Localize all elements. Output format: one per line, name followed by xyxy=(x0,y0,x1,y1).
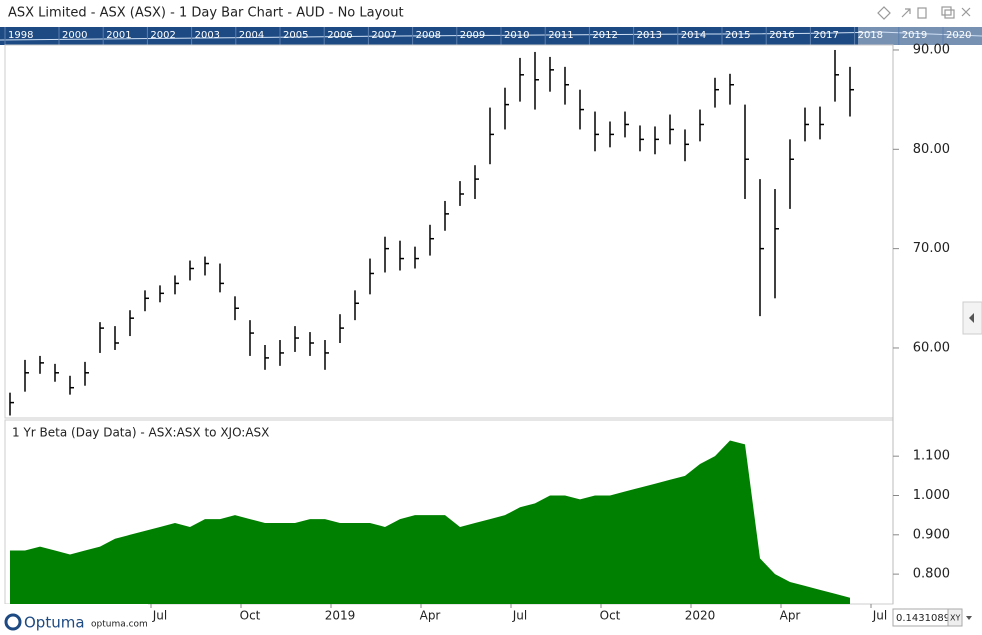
x-tick-label: Apr xyxy=(780,609,801,623)
navigator-window[interactable] xyxy=(858,27,982,45)
navigator-year: 2015 xyxy=(725,30,750,41)
navigator-year: 2004 xyxy=(239,30,264,41)
y-tick-label: 60.00 xyxy=(913,340,950,355)
window-title: ASX Limited - ASX (ASX) - 1 Day Bar Char… xyxy=(8,6,404,21)
navigator-year: 2014 xyxy=(681,30,706,41)
navigator-year: 2020 xyxy=(946,30,971,41)
title-bar xyxy=(0,0,982,26)
navigator-year: 2002 xyxy=(150,30,175,41)
navigator-year: 2007 xyxy=(371,30,396,41)
value-box-text: 0.1431089 xyxy=(896,613,950,624)
y-tick-label: 0.800 xyxy=(913,567,950,582)
navigator-year: 2010 xyxy=(504,30,529,41)
x-tick-label: Oct xyxy=(240,609,261,623)
x-tick-label: Apr xyxy=(420,609,441,623)
logo: Optuma xyxy=(24,614,85,632)
navigator-year: 2013 xyxy=(637,30,662,41)
navigator-year: 2003 xyxy=(195,30,220,41)
y-tick-label: 0.900 xyxy=(913,527,950,542)
navigator-year: 2017 xyxy=(813,30,838,41)
y-tick-label: 1.100 xyxy=(913,449,950,464)
x-tick-label: 2020 xyxy=(685,609,716,623)
navigator-line xyxy=(0,31,982,41)
navigator-year: 2011 xyxy=(548,30,573,41)
mode-box[interactable] xyxy=(947,608,963,627)
window-controls xyxy=(877,6,971,20)
logo-site: optuma.com xyxy=(91,620,148,630)
navigator-year: 1998 xyxy=(8,30,33,41)
x-tick-label: Jul xyxy=(512,609,527,623)
beta-area xyxy=(10,440,850,604)
y-tick-label: 70.00 xyxy=(913,241,950,256)
navigator-year: 2005 xyxy=(283,30,308,41)
mode-text: XY xyxy=(950,614,960,623)
y-tick-label: 80.00 xyxy=(913,142,950,157)
beta-title: 1 Yr Beta (Day Data) - ASX:ASX to XJO:AS… xyxy=(12,426,269,440)
navigator-year: 2008 xyxy=(416,30,441,41)
dropdown-icon[interactable] xyxy=(966,616,972,620)
navigator[interactable] xyxy=(0,27,982,45)
x-tick-label: Jul xyxy=(152,609,167,623)
logo-icon xyxy=(4,613,22,631)
navigator-year: 2001 xyxy=(106,30,131,41)
x-tick-label: Oct xyxy=(600,609,621,623)
y-tick-label: 90.00 xyxy=(913,42,950,57)
side-toggle-icon xyxy=(969,313,974,323)
x-tick-label: Jul xyxy=(872,609,887,623)
x-tick-label: 2019 xyxy=(325,609,356,623)
navigator-year: 2012 xyxy=(592,30,617,41)
navigator-year: 2000 xyxy=(62,30,87,41)
navigator-year: 2016 xyxy=(769,30,794,41)
logo-area xyxy=(0,604,148,635)
navigator-year: 2009 xyxy=(460,30,485,41)
y-tick-label: 1.000 xyxy=(913,488,950,503)
navigator-year: 2019 xyxy=(902,30,927,41)
navigator-year: 2006 xyxy=(327,30,352,41)
navigator-year: 2018 xyxy=(858,30,883,41)
